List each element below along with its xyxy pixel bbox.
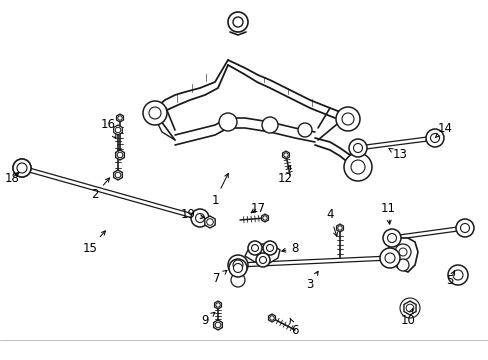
Circle shape — [455, 219, 473, 237]
Text: 10: 10 — [400, 308, 415, 327]
Circle shape — [227, 255, 247, 275]
Text: 7: 7 — [213, 270, 226, 284]
Circle shape — [429, 134, 439, 143]
Circle shape — [460, 224, 468, 233]
Polygon shape — [113, 170, 122, 180]
Circle shape — [348, 139, 366, 157]
Circle shape — [350, 160, 364, 174]
Circle shape — [259, 256, 266, 264]
Circle shape — [117, 152, 122, 158]
Circle shape — [382, 229, 400, 247]
Polygon shape — [116, 150, 124, 160]
Circle shape — [343, 153, 371, 181]
Circle shape — [269, 316, 274, 320]
Text: 6: 6 — [289, 318, 298, 337]
Circle shape — [247, 241, 262, 255]
Text: 19: 19 — [180, 208, 204, 221]
Text: 4: 4 — [325, 208, 337, 236]
Text: 16: 16 — [101, 118, 116, 139]
Circle shape — [297, 123, 311, 137]
Circle shape — [115, 127, 121, 133]
Circle shape — [262, 216, 266, 220]
Circle shape — [447, 265, 467, 285]
Polygon shape — [214, 301, 221, 309]
Circle shape — [219, 113, 237, 131]
Text: 2: 2 — [91, 178, 109, 202]
Circle shape — [149, 107, 161, 119]
Circle shape — [17, 163, 27, 173]
Circle shape — [394, 244, 410, 260]
Circle shape — [206, 219, 213, 225]
Polygon shape — [204, 216, 215, 228]
Circle shape — [398, 248, 406, 256]
Circle shape — [263, 241, 276, 255]
Circle shape — [425, 129, 443, 147]
Circle shape — [191, 209, 208, 227]
Circle shape — [228, 259, 246, 277]
Text: 13: 13 — [388, 148, 407, 162]
Text: 18: 18 — [4, 171, 20, 184]
Text: 1: 1 — [211, 174, 228, 207]
Circle shape — [195, 213, 204, 222]
Circle shape — [384, 253, 394, 263]
Circle shape — [232, 260, 243, 270]
Polygon shape — [282, 151, 289, 159]
Circle shape — [283, 153, 287, 157]
Polygon shape — [261, 214, 268, 222]
Circle shape — [379, 248, 399, 268]
Circle shape — [215, 303, 220, 307]
Circle shape — [18, 163, 26, 172]
Circle shape — [452, 270, 462, 280]
Polygon shape — [268, 314, 275, 322]
Circle shape — [266, 244, 273, 252]
Circle shape — [215, 322, 220, 328]
Circle shape — [399, 298, 419, 318]
Circle shape — [256, 253, 269, 267]
Polygon shape — [113, 125, 122, 135]
Circle shape — [337, 226, 342, 230]
Circle shape — [232, 17, 243, 27]
Text: 8: 8 — [281, 242, 298, 255]
Circle shape — [13, 159, 31, 177]
Circle shape — [251, 244, 258, 252]
Circle shape — [396, 259, 408, 271]
Circle shape — [335, 107, 359, 131]
Circle shape — [230, 273, 244, 287]
Circle shape — [142, 101, 167, 125]
Polygon shape — [336, 224, 343, 232]
Text: 15: 15 — [82, 231, 105, 255]
Circle shape — [227, 12, 247, 32]
Circle shape — [262, 117, 278, 133]
Circle shape — [341, 113, 353, 125]
Text: 12: 12 — [277, 166, 292, 184]
Circle shape — [115, 172, 121, 178]
Circle shape — [13, 159, 31, 177]
Circle shape — [233, 264, 242, 273]
Polygon shape — [387, 238, 417, 272]
Circle shape — [386, 234, 396, 243]
Polygon shape — [213, 320, 222, 330]
Text: 17: 17 — [250, 202, 265, 215]
Text: 14: 14 — [435, 122, 451, 138]
Circle shape — [406, 304, 413, 312]
Circle shape — [118, 116, 122, 120]
Text: 3: 3 — [305, 271, 317, 292]
Polygon shape — [244, 244, 280, 264]
Circle shape — [353, 144, 362, 153]
Polygon shape — [116, 114, 123, 122]
Text: 11: 11 — [380, 202, 395, 224]
Text: 5: 5 — [446, 271, 454, 287]
Polygon shape — [403, 301, 415, 315]
Text: 9: 9 — [201, 312, 215, 327]
